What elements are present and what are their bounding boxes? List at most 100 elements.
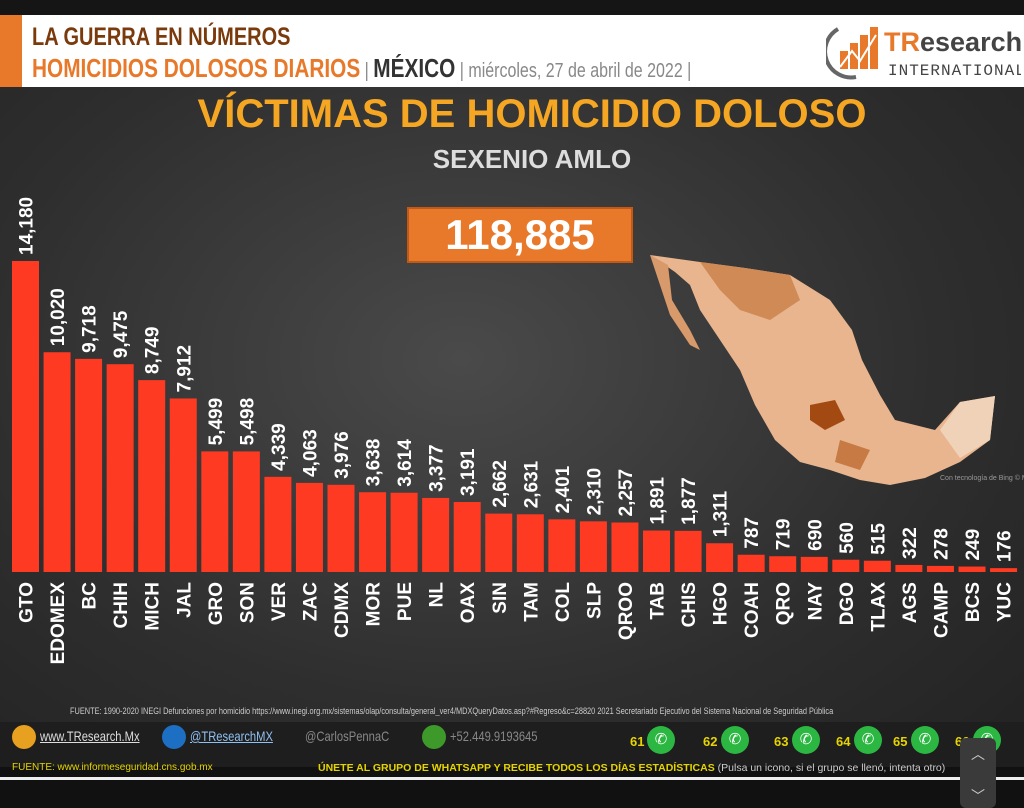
scroll-control[interactable]: ︿ ﹀ bbox=[960, 738, 996, 808]
scroll-up-icon[interactable]: ︿ bbox=[971, 746, 985, 762]
globe-icon bbox=[12, 725, 36, 749]
category-label: CAMP bbox=[931, 582, 952, 638]
category-label: VER bbox=[269, 582, 290, 621]
cta-note: (Pulsa un icono, si el grupo se llenó, i… bbox=[717, 762, 946, 774]
chart-title: VÍCTIMAS DE HOMICIDIO DOLOSO bbox=[197, 92, 867, 136]
bar-mich bbox=[138, 380, 166, 572]
category-label: DGO bbox=[837, 582, 858, 625]
twitter-link[interactable]: @TResearchMX bbox=[190, 728, 273, 744]
category-label: CHIH bbox=[111, 582, 132, 628]
category-label: SIN bbox=[490, 582, 511, 614]
footer-source[interactable]: FUENTE: www.informeseguridad.cns.gob.mx bbox=[12, 762, 213, 773]
value-label: 3,638 bbox=[364, 439, 385, 487]
value-label: 1,877 bbox=[679, 477, 700, 525]
bar-hgo bbox=[706, 543, 734, 572]
value-label: 5,498 bbox=[237, 398, 258, 446]
category-label: TLAX bbox=[868, 582, 889, 632]
bar-son bbox=[232, 451, 260, 572]
value-label: 1,891 bbox=[648, 477, 669, 525]
whatsapp-icon[interactable]: ✆ bbox=[792, 726, 820, 754]
group-number: 61 bbox=[630, 734, 645, 749]
bar-zac bbox=[295, 482, 323, 572]
category-label: QROO bbox=[616, 582, 637, 640]
bar-tlax bbox=[863, 560, 891, 572]
value-label: 4,063 bbox=[300, 429, 321, 477]
total-victims: 118,885 bbox=[407, 207, 633, 263]
bar-nay bbox=[800, 556, 828, 572]
category-label: CDMX bbox=[332, 582, 353, 638]
bar-gro bbox=[201, 451, 229, 572]
scroll-down-icon[interactable]: ﹀ bbox=[971, 788, 985, 804]
category-label: ZAC bbox=[300, 582, 321, 621]
whatsapp-cta: ÚNETE AL GRUPO DE WHATSAPP Y RECIBE TODO… bbox=[318, 762, 945, 774]
category-label: YUC bbox=[995, 582, 1016, 622]
category-label: SON bbox=[237, 582, 258, 623]
category-label: COAH bbox=[742, 582, 763, 638]
header-date: miércoles, 27 de abril de 2022 bbox=[468, 60, 683, 82]
category-label: TAB bbox=[648, 582, 669, 620]
bar-camp bbox=[926, 565, 954, 572]
category-label: COL bbox=[553, 582, 574, 623]
phone-icon bbox=[422, 725, 446, 749]
value-label: 176 bbox=[995, 530, 1016, 562]
category-label: MOR bbox=[364, 582, 385, 627]
twitter-icon bbox=[162, 725, 186, 749]
whatsapp-icon[interactable]: ✆ bbox=[721, 726, 749, 754]
twitter2-link[interactable]: @CarlosPennaC bbox=[305, 728, 390, 744]
header-country: MÉXICO bbox=[373, 53, 456, 83]
category-label: TAM bbox=[521, 582, 542, 622]
source-line: FUENTE: 1990-2020 INEGI Defunciones por … bbox=[70, 706, 834, 716]
bar-jal bbox=[169, 398, 197, 572]
website-link[interactable]: www.TResearch.Mx bbox=[40, 728, 140, 744]
whatsapp-icon[interactable]: ✆ bbox=[647, 726, 675, 754]
category-label: GTO bbox=[17, 582, 38, 623]
group-number: 62 bbox=[703, 734, 718, 749]
bar-sin bbox=[485, 513, 513, 572]
value-label: 8,749 bbox=[143, 327, 164, 375]
category-label: QRO bbox=[774, 582, 795, 625]
bar-ver bbox=[264, 476, 292, 572]
bar-tam bbox=[516, 514, 544, 572]
value-label: 2,631 bbox=[521, 460, 542, 508]
value-label: 2,310 bbox=[584, 468, 605, 516]
mexico-map: Con tecnología de Bing © Microsoft, TomT… bbox=[650, 255, 1024, 485]
value-label: 787 bbox=[742, 517, 763, 549]
value-label: 2,662 bbox=[490, 460, 511, 508]
value-label: 9,475 bbox=[111, 310, 132, 358]
divider bbox=[0, 777, 1024, 780]
value-label: 560 bbox=[837, 522, 858, 554]
value-label: 322 bbox=[900, 527, 921, 559]
group-number: 63 bbox=[774, 734, 789, 749]
category-label: NAY bbox=[805, 582, 826, 621]
cta-text: ÚNETE AL GRUPO DE WHATSAPP Y RECIBE TODO… bbox=[318, 762, 715, 774]
bar-edomex bbox=[43, 352, 71, 572]
bar-oax bbox=[453, 502, 481, 572]
bar-ags bbox=[895, 564, 923, 572]
category-label: EDOMEX bbox=[48, 582, 69, 665]
whatsapp-icon[interactable]: ✆ bbox=[911, 726, 939, 754]
value-label: 4,339 bbox=[269, 423, 290, 471]
value-label: 719 bbox=[774, 519, 795, 551]
social-bar: www.TResearch.Mx @TResearchMX @CarlosPen… bbox=[0, 722, 1024, 774]
value-label: 1,311 bbox=[711, 490, 732, 537]
bar-chih bbox=[106, 364, 134, 572]
bar-pue bbox=[390, 492, 418, 572]
value-label: 3,377 bbox=[427, 444, 448, 492]
group-number: 64 bbox=[836, 734, 851, 749]
value-label: 7,912 bbox=[174, 345, 195, 393]
whatsapp-icon[interactable]: ✆ bbox=[854, 726, 882, 754]
tresearch-logo: TResearch INTERNATIONAL bbox=[826, 27, 1021, 80]
bar-slp bbox=[579, 521, 607, 572]
category-label: MICH bbox=[143, 582, 164, 631]
category-label: BC bbox=[80, 582, 101, 610]
top-bar bbox=[0, 0, 1024, 15]
bar-bc bbox=[75, 358, 103, 572]
bar-tab bbox=[643, 530, 670, 572]
bar-dgo bbox=[832, 559, 860, 572]
header-line2: HOMICIDIOS DOLOSOS DIARIOS | MÉXICO | mi… bbox=[32, 53, 692, 83]
category-label: NL bbox=[427, 582, 448, 608]
svg-text:TResearch: TResearch bbox=[884, 27, 1021, 57]
chart-subtitle: SEXENIO AMLO bbox=[432, 144, 632, 174]
value-label: 5,499 bbox=[206, 398, 227, 446]
category-label: HGO bbox=[711, 582, 732, 625]
